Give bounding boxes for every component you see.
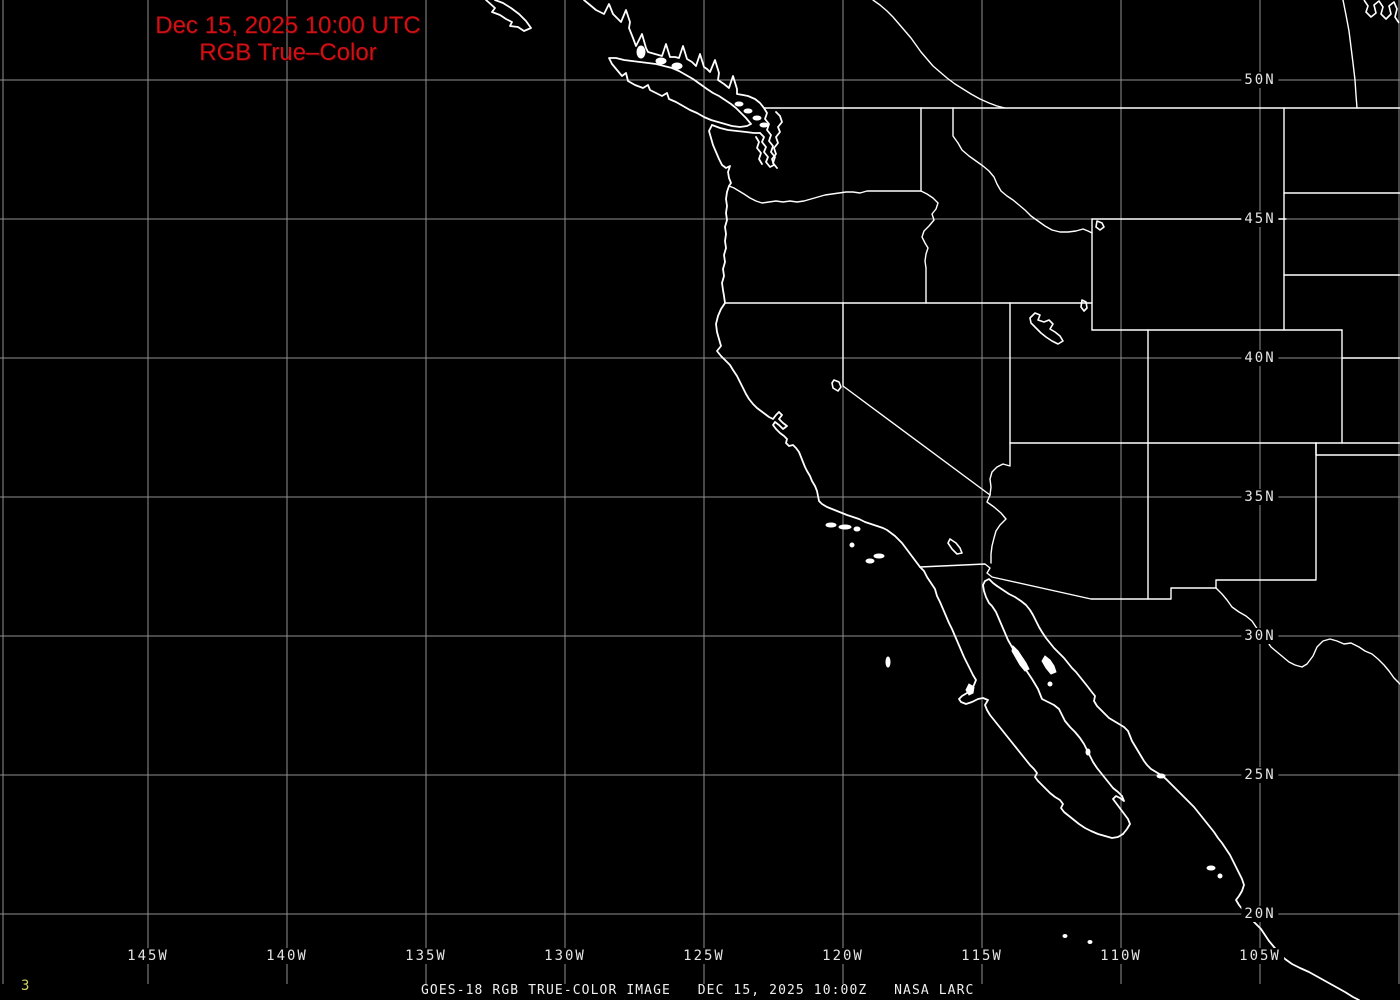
ca-az-colorado-river [986,494,1007,564]
lat-tick-20N: 20N [1241,906,1279,922]
bc-alberta-border [872,0,1006,109]
channel-island [838,524,852,530]
nv-az-colorado-river [989,442,1011,496]
image-title: Dec 15, 2025 10:00 UTC RGB True–Color [128,12,448,66]
lake-tahoe [831,379,842,392]
islas-marias [1217,873,1223,879]
frame-counter: 3 [21,978,30,994]
vancouver-island-coastline [608,57,752,128]
political-borders-layer [724,0,1400,685]
washington-oregon-coastline [708,124,732,304]
mexico-mainland-coastline [996,585,1360,1000]
lat-tick-50N: 50N [1241,72,1279,88]
lat-tick-40N: 40N [1241,350,1279,366]
bc-island [636,45,646,59]
california-coastline [715,302,921,568]
catalina-island [873,553,885,559]
baja-gulf-coastline [982,578,1131,835]
ca-nv-border [842,302,991,496]
juan-de-fuca-shore [711,124,761,134]
lon-tick-120W: 120W [819,948,867,964]
rio-grande-border [1215,587,1400,685]
salton-sea [947,538,963,555]
santa-barbara-island [849,542,855,548]
lakes-layer [831,220,1105,555]
revillagigedo-island [1087,940,1093,944]
baja-west-coastline [919,566,1124,839]
bc-island [671,62,683,70]
puget-sound-coastline [759,111,783,168]
lon-tick-140W: 140W [263,948,311,964]
nm-tx-border [1215,442,1317,589]
lon-tick-125W: 125W [680,948,728,964]
lat-tick-35N: 35N [1241,489,1279,505]
guadalupe-island [885,656,891,668]
id-mt-border [952,107,1093,234]
lon-tick-115W: 115W [958,948,1006,964]
gulf-islet [1047,681,1053,687]
san-clemente-island [865,558,875,564]
ok-tx-panhandle-border [1315,442,1400,456]
channel-island [825,522,837,528]
great-salt-lake [1029,312,1064,345]
lat-tick-45N: 45N [1241,211,1279,227]
isla-carmen [1085,748,1091,756]
sk-mb-border [1342,0,1358,109]
title-product: RGB True–Color [199,39,377,66]
channel-island [853,526,861,532]
lon-tick-110W: 110W [1097,948,1145,964]
gulf-island [734,101,744,107]
lon-tick-135W: 135W [402,948,450,964]
isla-tiburon [1041,655,1057,675]
wa-or-border-columbia-river [728,185,922,204]
islas-marias [1206,865,1216,871]
or-id-border-snake-river [920,190,939,304]
us-mexico-border-west [919,563,1217,600]
lat-tick-25N: 25N [1241,767,1279,783]
hood-canal-coastline [755,136,763,165]
san-juan-island [752,115,762,121]
bc-fjord-coastline [583,0,765,109]
yellowstone-lake [1095,220,1105,231]
gulf-island [743,108,753,114]
title-timestamp: Dec 15, 2025 10:00 UTC [155,12,421,39]
sinaloa-islet [1156,773,1166,779]
bc-island [655,57,667,65]
manitoba-lakes [1363,0,1400,24]
bottom-caption: GOES-18 RGB TRUE-COLOR IMAGE DEC 15, 202… [421,983,975,998]
haida-gwaii-coastline [485,0,532,32]
bear-lake [1080,299,1088,312]
san-juan-island [759,122,769,128]
puget-mainland-shore [763,107,778,169]
lat-tick-30N: 30N [1241,628,1279,644]
lon-tick-130W: 130W [541,948,589,964]
lon-tick-145W: 145W [124,948,172,964]
revillagigedo-island [1062,934,1068,938]
lon-tick-105W: 105W [1236,948,1284,964]
cedros-island [965,683,975,696]
coastline-layer [485,0,1400,1000]
isla-angel-de-la-guarda [1011,644,1030,672]
